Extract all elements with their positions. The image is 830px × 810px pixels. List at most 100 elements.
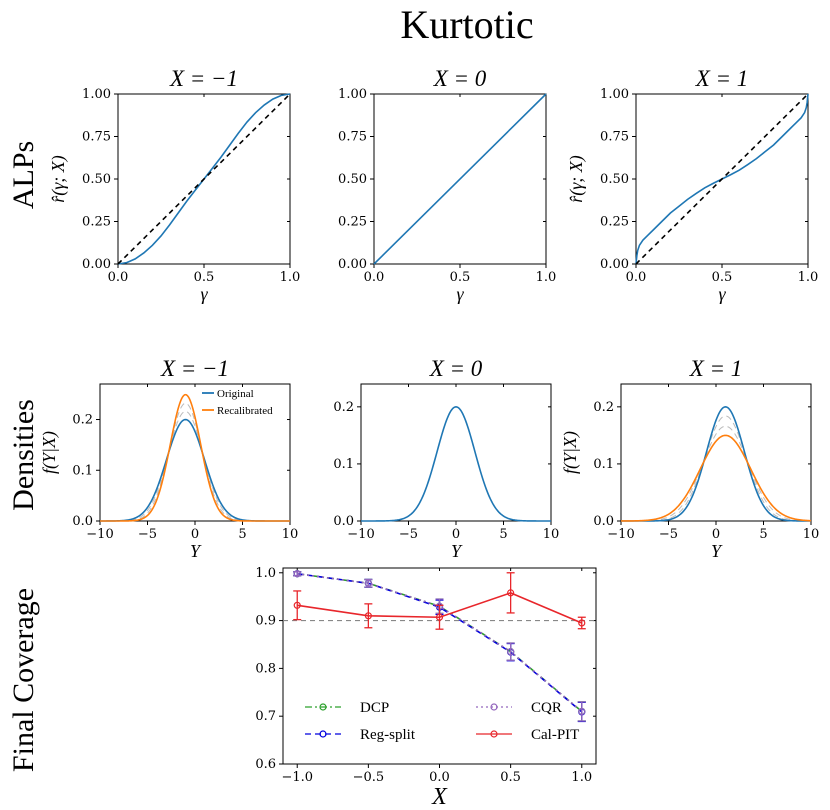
alp-x1-ytick-label: 0.50 [600,172,629,187]
alp-x0-ytick-label: 1.00 [338,87,367,102]
alp-xm1-ytick-label: 0.75 [82,130,111,145]
alp-xm1-ylabel: r̂(γ; X) [48,155,69,203]
coverage-ytick-label: 0.9 [255,614,276,629]
dens-x1-series-recalibrated [621,434,812,522]
dens-x0-axes-frame [360,383,552,522]
alp-x1-ytick-label: 0.75 [600,130,629,145]
coverage-ytick-label: 0.8 [255,661,276,676]
dens-x1-xtick-label: −5 [659,527,678,542]
coverage-legend-marker [319,730,327,738]
coverage-xtick-label: 0.5 [500,770,521,785]
dens-x1-ytick-label: 0.0 [593,514,614,529]
coverage-series-reg-split [297,572,583,713]
alp-x1-xlabel: γ [718,284,726,304]
dens-xm1-xtick-label: −5 [138,527,157,542]
coverage-point-cqr [293,570,301,578]
dens-x1-xtick-label: 10 [803,527,820,542]
coverage-legend-label: DCP [360,700,389,716]
coverage-xtick-label: 0.0 [429,770,450,785]
dens-xm1-series-recalibrated [100,393,290,522]
alp-xm1-ytick-label: 0.50 [82,172,111,187]
dens-x1-title: X = 1 [689,356,743,381]
dens-xm1-ytick-label: 0.0 [72,514,93,529]
coverage-point-cal-pit [507,589,515,597]
subplots: 0.0 0.5 1.00.000.250.500.751.00X = −1γr̂(γ… [39,66,819,810]
dens-x0-xlabel: Y [451,541,463,561]
alp-x0-xlabel: γ [456,284,464,304]
figure-title: Kurtotic [400,2,533,47]
dens-x0-xtick-label: −5 [399,527,418,542]
dens-x1-ylabel: f(Y|X) [560,431,581,474]
coverage-legend-label: Reg-split [360,727,416,743]
coverage-legend-marker [490,730,498,738]
dens-x1-xtick-label: −10 [607,527,634,542]
alp-x0-xtick-label: 0.0 [364,270,385,285]
dens-xm1-xtick-label: 0 [191,527,199,542]
dens-x0-xtick-label: 0 [452,527,460,542]
coverage-point-cal-pit [364,612,372,620]
coverage-series-dcp [297,572,583,713]
coverage-xtick-label: −0.5 [353,770,385,785]
dens-x0-series-original [361,406,551,522]
dens-x1-xlabel: Y [711,541,723,561]
dens-xm1-xtick-label: 5 [238,527,246,542]
row-label-densities: Densities [7,399,40,511]
dens-x0-ytick-label: 0.0 [333,514,354,529]
coverage-series-cqr [297,572,583,713]
alp-xm1-xtick-label: 0.0 [108,270,129,285]
alp-xm1-ytick-label: 0.00 [82,257,111,272]
row-label-alps: ALPs [7,141,40,209]
alp-x1-title: X = 1 [695,66,749,91]
coverage-legend-label: Cal-PIT [531,727,579,743]
row-label-final-coverage: Final Coverage [7,588,40,772]
alp-x0-title: X = 0 [433,66,487,91]
dens-xm1-xtick-label: −10 [86,527,113,542]
coverage-xtick-label: −1.0 [281,770,313,785]
alp-x1-ytick-label: 1.00 [600,87,629,102]
alp-x1-ytick-label: 0.00 [600,257,629,272]
dens-xm1-xlabel: Y [190,541,202,561]
dens-x1-xtick-label: 5 [759,527,767,542]
dens-xm1-legend-label: Original [217,388,254,400]
alp-x1-ytick-label: 0.25 [600,215,629,230]
coverage-xtick-label: 1.0 [571,770,592,785]
dens-x1-xtick-label: 0 [712,527,720,542]
alp-xm1-ytick-label: 1.00 [82,87,111,102]
dens-x1-series-intermediate-1 [621,415,811,522]
coverage-point-cal-pit [293,601,301,609]
dens-xm1-ytick-label: 0.1 [72,463,93,478]
alp-x0-ytick-label: 0.75 [338,130,367,145]
dens-x0-xtick-label: 5 [499,527,507,542]
alp-x1-xtick-label: 0.5 [712,270,733,285]
coverage-point-cal-pit [578,619,586,627]
alp-x0-xtick-label: 0.5 [450,270,471,285]
dens-x1-ytick-label: 0.1 [593,457,614,472]
dens-xm1-series-intermediate-1 [100,410,290,522]
alp-x0-ytick-label: 0.25 [338,215,367,230]
alp-x1-xtick-label: 0.0 [626,270,647,285]
dens-xm1-legend-label: Recalibrated [217,405,273,417]
dens-xm1-ylabel: f(Y|X) [39,431,60,474]
alp-x1-xtick-label: 1.0 [798,270,819,285]
coverage-ytick-label: 1.0 [255,566,276,581]
alp-x0-xtick-label: 1.0 [536,270,557,285]
alp-xm1-xlabel: γ [200,284,208,304]
dens-x1-series-original [621,406,812,522]
alp-xm1-title: X = −1 [169,66,238,91]
dens-x0-title: X = 0 [429,356,483,381]
alp-xm1-xtick-label: 0.5 [194,270,215,285]
alp-x0-ytick-label: 0.00 [338,257,367,272]
alp-x1-series-identity [635,93,809,265]
coverage-legend-label: CQR [531,700,562,716]
coverage-legend-marker [319,703,327,711]
coverage-point-cqr [507,648,515,656]
alp-xm1-ytick-label: 0.25 [82,215,111,230]
dens-xm1-title: X = −1 [160,356,229,381]
alp-x0-ytick-label: 0.50 [338,172,367,187]
coverage-ytick-label: 0.7 [255,709,276,724]
alp-x1-ylabel: r̂(γ; X) [566,155,587,203]
dens-xm1-series-intermediate-2 [100,402,290,522]
coverage-legend-marker [490,703,498,711]
coverage-point-cqr [578,707,586,716]
